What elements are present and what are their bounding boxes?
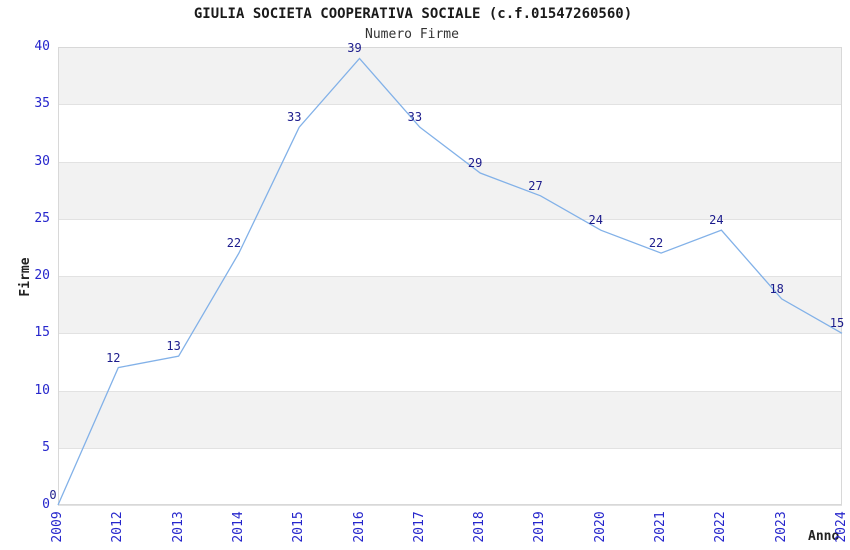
data-point-label: 12 bbox=[106, 350, 121, 365]
data-point-label: 24 bbox=[709, 213, 724, 228]
data-point-label: 22 bbox=[648, 236, 664, 251]
y-tick-label: 30 bbox=[34, 153, 50, 169]
data-point-label: 15 bbox=[829, 316, 845, 331]
chart-subtitle: Numero Firme bbox=[365, 27, 459, 42]
y-tick-label: 15 bbox=[34, 325, 50, 341]
plot-band bbox=[58, 47, 842, 105]
data-point-label: 33 bbox=[286, 110, 302, 125]
gridline bbox=[58, 505, 842, 506]
x-axis-title: Anno bbox=[808, 529, 840, 544]
line-series bbox=[57, 57, 843, 506]
y-tick-label: 10 bbox=[34, 382, 50, 398]
data-point-label: 39 bbox=[347, 41, 362, 56]
y-tick-label: 0 bbox=[42, 497, 50, 512]
gridline bbox=[58, 104, 842, 106]
plot-band bbox=[58, 276, 842, 334]
data-point-label: 13 bbox=[166, 339, 181, 354]
plot-band bbox=[58, 390, 842, 448]
gridline bbox=[58, 390, 842, 392]
data-point-label: 18 bbox=[769, 281, 784, 296]
y-tick-label: 25 bbox=[34, 210, 50, 226]
data-point-label: 0 bbox=[49, 488, 57, 502]
y-tick-label: 20 bbox=[34, 268, 50, 283]
gridline bbox=[58, 333, 842, 335]
plot-border bbox=[58, 47, 842, 505]
data-point-label: 29 bbox=[467, 155, 483, 170]
plot-band bbox=[58, 161, 842, 219]
data-point-label: 24 bbox=[588, 213, 603, 228]
data-point-label: 27 bbox=[528, 178, 543, 193]
data-point-label: 33 bbox=[407, 110, 423, 125]
gridline bbox=[58, 447, 842, 449]
gridline bbox=[58, 161, 842, 163]
data-point-label: 22 bbox=[226, 236, 242, 251]
y-tick-label: 35 bbox=[34, 96, 50, 112]
y-tick-label: 40 bbox=[34, 39, 50, 54]
gridline bbox=[58, 218, 842, 220]
y-tick-label: 5 bbox=[42, 439, 50, 455]
gridline bbox=[58, 276, 842, 277]
chart-title: GIULIA SOCIETA COOPERATIVA SOCIALE (c.f.… bbox=[193, 6, 633, 22]
